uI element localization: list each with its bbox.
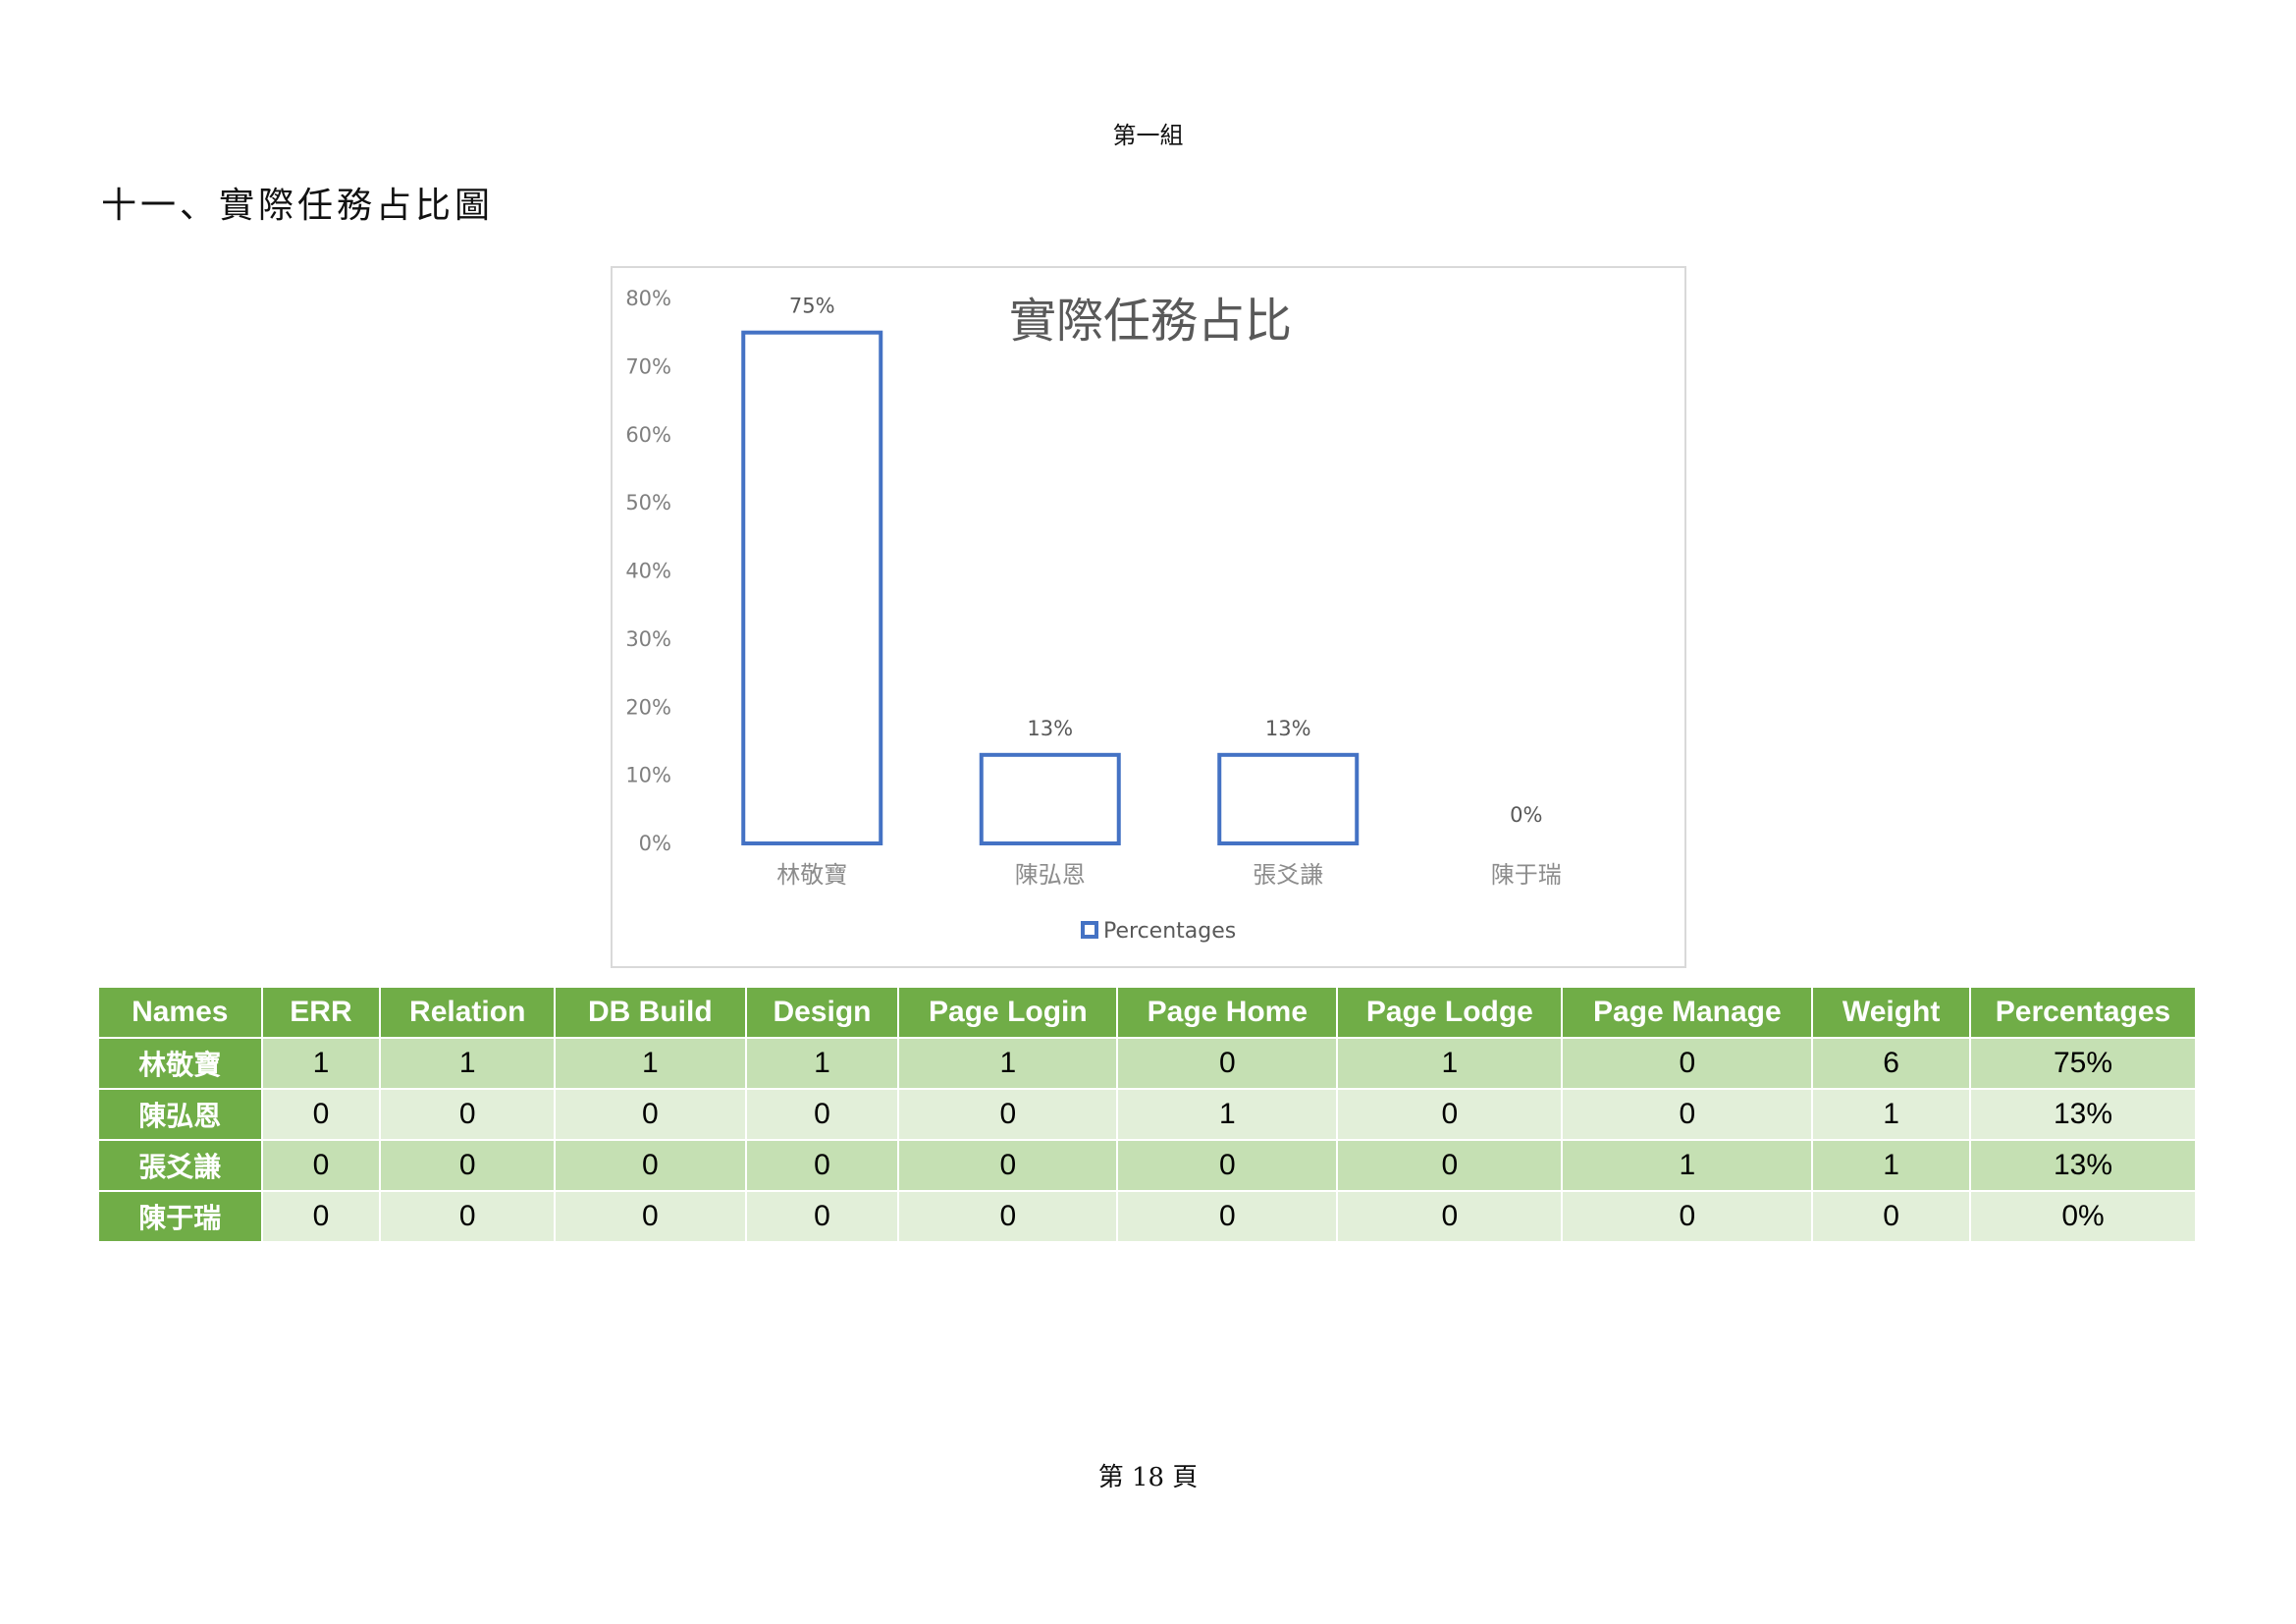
name-cell: 張爻謙 [99,1139,263,1191]
column-header: Relation [380,988,557,1038]
table-body: 林敬寶 1 1 1 1 1 0 1 0 6 75% 陳弘恩 0 0 0 0 0 1 0 0 1 13% 張爻謙 0 0 0 0 0 0 0… [99,1037,2197,1241]
table-row: 張爻謙 0 0 0 0 0 0 0 1 1 13% [99,1139,2197,1191]
table-cell: 0 [261,1088,382,1140]
y-tick-label: 80% [625,287,671,310]
data-label: 13% [1027,717,1073,740]
table-cell: 0 [1337,1088,1564,1140]
table-cell: 0 [745,1190,900,1241]
x-tick-label: 陳于瑞 [1491,861,1562,889]
column-header: ERR [261,988,382,1038]
table-row: 陳于瑞 0 0 0 0 0 0 0 0 0 0% [99,1190,2197,1241]
table-cell: 13% [1970,1088,2197,1140]
table-cell: 75% [1970,1037,2197,1089]
column-header: Names [99,988,263,1038]
table-cell: 0 [898,1088,1119,1140]
column-header: DB Build [555,988,747,1038]
x-axis: 林敬寶 陳弘恩 張爻謙 陳于瑞 [776,861,1562,889]
table-row: 林敬寶 1 1 1 1 1 0 1 0 6 75% [99,1037,2197,1089]
table-cell: 0% [1970,1190,2197,1241]
table-cell: 0 [1337,1139,1564,1191]
table-cell: 0 [1117,1190,1339,1241]
table-cell: 0 [555,1190,747,1241]
chart-title: 實際任務占比 [1009,294,1292,349]
table-cell: 0 [555,1088,747,1140]
y-tick-label: 0% [639,832,671,855]
table-cell: 0 [745,1139,900,1191]
table-header-row: Names ERR Relation DB Build Design Page Login… [99,988,2197,1038]
y-tick-label: 30% [625,627,671,651]
chart-svg: 實際任務占比 0% 10% 20% 30% 40% 50% 60% 70% 80% 75% 13%… [625,287,1562,944]
y-tick-label: 70% [625,354,671,378]
column-header: Percentages [1970,988,2197,1038]
column-header: Weight [1812,988,1971,1038]
table-cell: 0 [1117,1139,1339,1191]
y-tick-label: 10% [625,764,671,787]
data-label: 75% [789,295,835,318]
table-cell: 1 [1812,1088,1971,1140]
table-cell: 0 [1562,1037,1814,1089]
table-cell: 0 [1562,1190,1814,1241]
table-cell: 1 [380,1037,557,1089]
table-cell: 1 [555,1037,747,1089]
bar [1217,752,1360,845]
y-tick-label: 60% [625,423,671,447]
bar [741,330,883,845]
y-tick-label: 40% [625,560,671,583]
table-cell: 1 [1337,1037,1564,1089]
table-cell: 0 [380,1139,557,1191]
legend-swatch-icon [1081,921,1098,939]
column-header: Page Login [898,988,1119,1038]
data-label: 13% [1265,717,1311,740]
table-cell: 1 [898,1037,1119,1089]
page-footer: 第 18 頁 [1097,1463,1199,1492]
table-cell: 0 [380,1088,557,1140]
column-header: Design [745,988,900,1038]
column-header: Page Home [1117,988,1339,1038]
table-cell: 1 [261,1037,382,1089]
x-tick-label: 張爻謙 [1253,861,1323,889]
table-cell: 1 [745,1037,900,1089]
column-header: Page Manage [1562,988,1814,1038]
x-tick-label: 陳弘恩 [1015,861,1086,889]
table-cell: 1 [1562,1139,1814,1191]
table-cell: 1 [1812,1139,1971,1191]
legend: Percentages [1081,919,1236,944]
table-cell: 0 [898,1139,1119,1191]
table-cell: 0 [1812,1190,1971,1241]
y-axis: 0% 10% 20% 30% 40% 50% 60% 70% 80% [625,287,671,855]
bar-chart: 實際任務占比 0% 10% 20% 30% 40% 50% 60% 70% 80% 75% 13%… [611,266,1686,968]
table-cell: 0 [261,1190,382,1241]
column-header: Page Lodge [1337,988,1564,1038]
y-tick-label: 50% [625,491,671,514]
table-cell: 6 [1812,1037,1971,1089]
table-cell: 1 [1117,1088,1339,1140]
task-table: Names ERR Relation DB Build Design Page Login… [99,988,2197,1241]
legend-label: Percentages [1103,919,1236,944]
table-cell: 0 [1337,1190,1564,1241]
table-cell: 0 [261,1139,382,1191]
table-cell: 0 [745,1088,900,1140]
bar [979,752,1121,845]
section-title: 十一、實際任務占比圖 [101,186,495,226]
bars [741,330,1360,845]
data-labels: 75% 13% 13% 0% [789,295,1543,827]
name-cell: 林敬寶 [99,1037,263,1089]
name-cell: 陳弘恩 [99,1088,263,1140]
y-tick-label: 20% [625,695,671,719]
data-label: 0% [1510,803,1542,827]
x-tick-label: 林敬寶 [776,861,847,889]
name-cell: 陳于瑞 [99,1190,263,1241]
table-cell: 13% [1970,1139,2197,1191]
table-row: 陳弘恩 0 0 0 0 0 1 0 0 1 13% [99,1088,2197,1140]
table-cell: 0 [1117,1037,1339,1089]
table-cell: 0 [380,1190,557,1241]
page-header: 第一組 [1112,122,1184,149]
table-cell: 0 [898,1190,1119,1241]
table-cell: 0 [555,1139,747,1191]
table-cell: 0 [1562,1088,1814,1140]
